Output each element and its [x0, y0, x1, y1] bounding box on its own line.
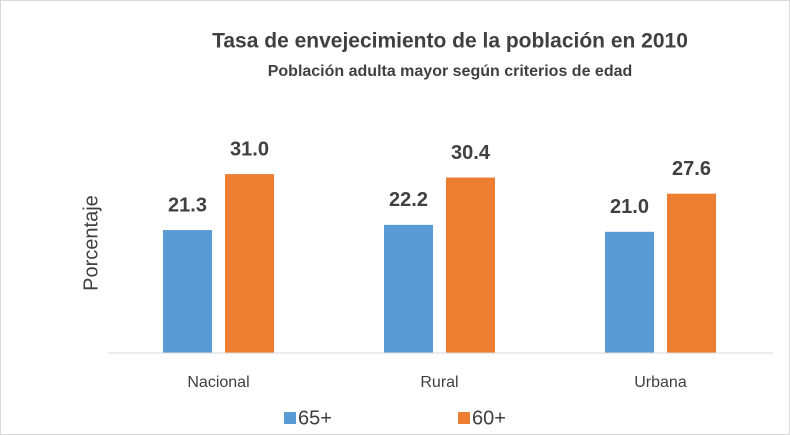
bar: [446, 177, 495, 353]
chart-subtitle: Población adulta mayor según criterios d…: [268, 63, 633, 80]
legend-swatch: [284, 412, 296, 424]
x-tick-label: Nacional: [187, 374, 249, 391]
data-label: 21.3: [168, 194, 207, 216]
legend-label: 60+: [472, 407, 506, 429]
data-label: 21.0: [610, 196, 649, 218]
legend-swatch: [458, 412, 470, 424]
legend-label: 65+: [298, 407, 332, 429]
y-axis-label: Porcentaje: [80, 195, 102, 291]
chart-title: Tasa de envejecimiento de la población e…: [212, 30, 688, 53]
x-tick-label: Urbana: [634, 374, 687, 391]
x-tick-label: Rural: [420, 374, 458, 391]
bar: [384, 224, 433, 353]
data-label: 27.6: [672, 158, 711, 180]
bar: [163, 230, 212, 353]
bar: [605, 231, 654, 353]
bar: [667, 193, 716, 353]
data-label: 30.4: [451, 142, 491, 164]
bar: [225, 174, 274, 353]
data-label: 31.0: [230, 138, 269, 160]
data-label: 22.2: [389, 189, 428, 211]
